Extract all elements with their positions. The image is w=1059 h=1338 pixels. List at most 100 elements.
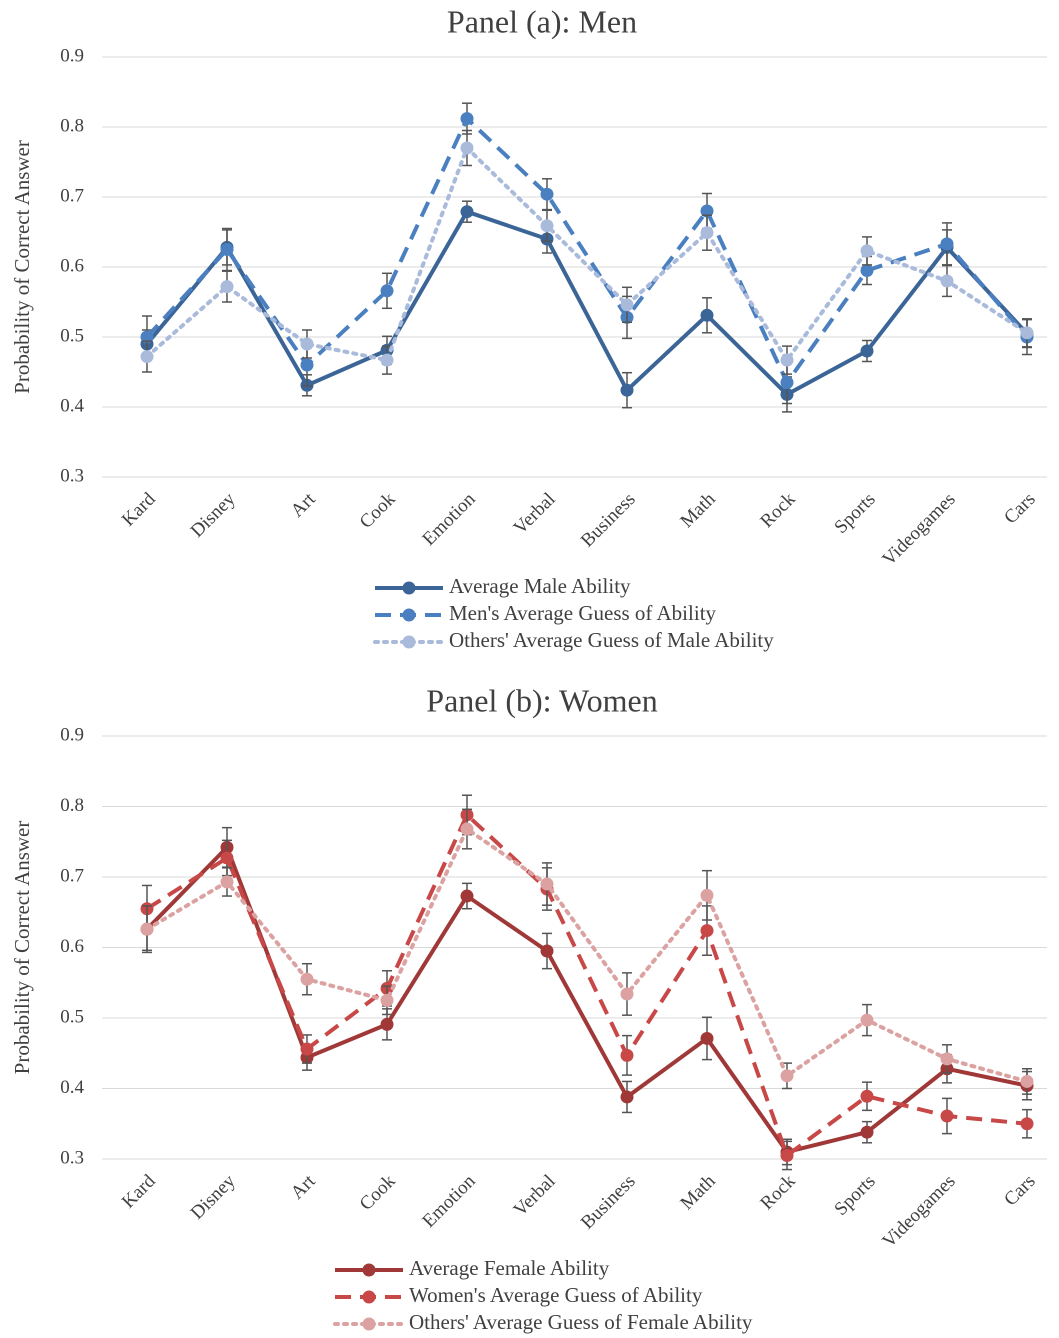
x-tick-label: Math [676, 488, 720, 532]
x-tick-label: Cars [1000, 489, 1039, 528]
data-point [220, 851, 234, 865]
y-tick-label: 0.5 [60, 325, 84, 346]
data-point [380, 1017, 394, 1031]
x-tick-label: Kard [118, 1170, 160, 1212]
data-point [700, 924, 714, 938]
x-tick-label: Cars [1000, 1171, 1039, 1210]
data-point [140, 350, 154, 364]
x-tick-label: Videogames [878, 489, 959, 570]
legend-marker [362, 1263, 376, 1277]
data-point [860, 244, 874, 258]
x-tick-label: Cook [356, 1170, 400, 1214]
data-point [540, 219, 554, 233]
y-tick-label: 0.3 [60, 465, 84, 486]
legend-label: Average Female Ability [409, 1256, 610, 1280]
x-tick-label: Business [577, 489, 640, 552]
data-point [140, 330, 154, 344]
data-point [780, 1069, 794, 1083]
data-point [300, 1042, 314, 1056]
data-point [780, 376, 794, 389]
x-tick-label: Disney [187, 1170, 240, 1223]
data-point [700, 204, 714, 218]
data-point [1020, 1117, 1034, 1131]
series-line [145, 826, 1029, 1084]
data-point [780, 353, 794, 367]
data-point [460, 889, 474, 903]
data-point [460, 822, 474, 836]
data-point [1020, 1074, 1034, 1088]
data-point [620, 1048, 634, 1062]
data-point [380, 284, 394, 298]
y-tick-label: 0.8 [60, 795, 84, 816]
legend-marker [362, 1317, 376, 1331]
data-point [700, 888, 714, 902]
y-tick-label: 0.4 [60, 395, 84, 416]
x-tick-label: Cook [356, 488, 400, 532]
y-axis-label: Probability of Correct Answer [10, 821, 34, 1075]
data-point [940, 1109, 954, 1123]
y-axis-label: Probability of Correct Answer [10, 140, 34, 394]
legend-marker [402, 581, 416, 595]
data-point [300, 358, 314, 372]
data-point [380, 993, 394, 1007]
data-point [540, 877, 554, 891]
data-point [620, 987, 634, 1001]
data-point [700, 308, 714, 322]
x-tick-label: Sports [830, 489, 879, 538]
data-point [380, 353, 394, 367]
data-point [300, 337, 314, 351]
data-point [1020, 326, 1034, 340]
x-tick-label: Art [287, 488, 320, 521]
legend-marker [362, 1290, 376, 1304]
x-tick-label: Verbal [510, 1171, 560, 1221]
data-point [860, 1125, 874, 1139]
legend-label: Men's Average Guess of Ability [449, 601, 717, 625]
data-point [460, 205, 474, 219]
legend-marker [402, 608, 416, 622]
data-point [860, 344, 874, 358]
series-line [145, 811, 1028, 1159]
legend-label: Others' Average Guess of Female Ability [409, 1310, 753, 1334]
y-tick-label: 0.9 [60, 724, 84, 745]
data-point [620, 1090, 634, 1104]
data-point [860, 1013, 874, 1027]
data-point [700, 226, 714, 240]
data-point [860, 1089, 874, 1103]
data-point [220, 280, 234, 294]
data-point [940, 237, 954, 251]
y-tick-label: 0.9 [60, 45, 84, 66]
data-point [540, 187, 554, 201]
x-tick-label: Emotion [418, 488, 479, 549]
series-line [145, 843, 1028, 1155]
y-tick-label: 0.5 [60, 1006, 84, 1027]
data-point [780, 1148, 794, 1162]
legend-label: Average Male Ability [449, 574, 631, 598]
series-line [145, 144, 1029, 364]
legend-label: Others' Average Guess of Male Ability [449, 628, 774, 652]
data-point [860, 264, 874, 277]
series-line [145, 209, 1029, 397]
x-tick-label: Disney [187, 488, 240, 541]
x-tick-label: Videogames [878, 1171, 959, 1252]
y-tick-label: 0.4 [60, 1077, 84, 1098]
x-tick-label: Business [577, 1171, 640, 1234]
data-point [940, 1052, 954, 1066]
x-tick-label: Rock [756, 488, 800, 532]
x-tick-label: Rock [756, 1170, 800, 1214]
data-point [460, 112, 474, 126]
legend-marker [402, 635, 416, 649]
y-tick-label: 0.6 [60, 255, 84, 276]
data-point [940, 274, 954, 288]
y-tick-label: 0.6 [60, 936, 84, 957]
data-point [220, 875, 234, 889]
x-tick-label: Art [287, 1170, 320, 1203]
series-line [145, 115, 1029, 387]
data-point [700, 1031, 714, 1045]
x-tick-label: Math [676, 1170, 720, 1214]
data-point [300, 972, 314, 986]
y-tick-label: 0.7 [60, 865, 84, 886]
x-tick-label: Verbal [510, 489, 560, 539]
chart-title: Panel (a): Men [447, 3, 637, 39]
x-tick-label: Emotion [418, 1170, 479, 1231]
y-tick-label: 0.8 [60, 115, 84, 136]
